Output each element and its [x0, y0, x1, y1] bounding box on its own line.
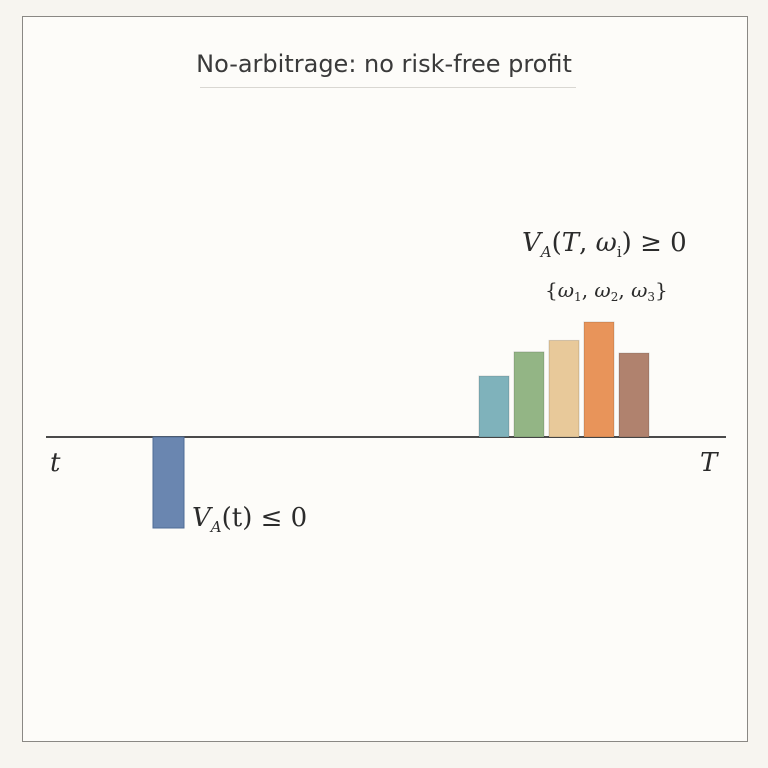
title-underline [200, 87, 576, 88]
scenario-payoff-bar-3 [548, 339, 580, 438]
future-value-label: VA(T, ωi) ≥ 0 [522, 228, 687, 261]
scenario-payoff-bar-4 [583, 321, 615, 438]
scenario-payoff-bar-1 [478, 375, 510, 438]
time-start-label: t [50, 448, 61, 478]
scenario-payoff-bar-5 [618, 352, 650, 438]
today-payoff-group [152, 436, 185, 529]
diagram-title: No-arbitrage: no risk-free profit [196, 50, 572, 78]
time-end-label: T [700, 448, 718, 478]
future-payoff-bars [478, 321, 650, 438]
today-payoff-bar [152, 436, 185, 529]
today-value-label: VA(t) ≤ 0 [192, 503, 308, 536]
scenario-payoff-bar-2 [513, 351, 545, 438]
scenario-set-label: {ω1, ω2, ω3} [545, 278, 668, 304]
